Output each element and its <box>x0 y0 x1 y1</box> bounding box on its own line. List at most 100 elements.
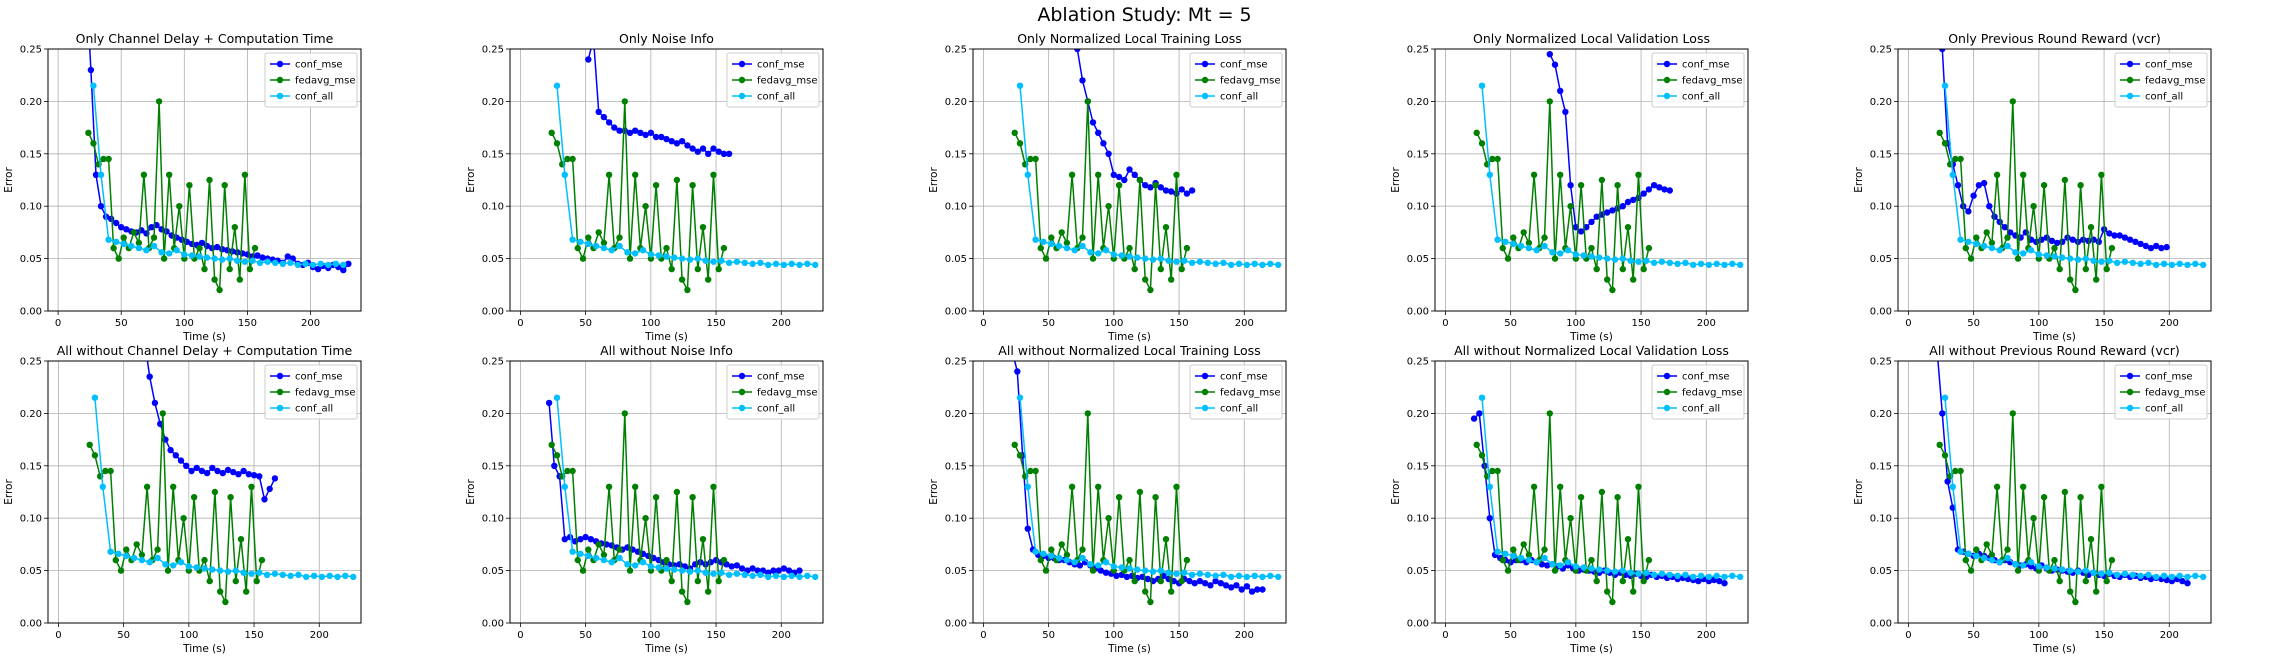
chart-7-series-fedavg_mse-point <box>689 494 696 501</box>
chart-5-x-axis-label: Time (s) <box>2032 331 2076 343</box>
chart-2-y-tick-label: 0.25 <box>482 45 504 56</box>
chart-6-series-conf_all-point <box>91 394 99 401</box>
chart-2-series-fedavg_mse-point <box>694 265 701 273</box>
chart-1-series-conf_mse-point <box>113 219 120 227</box>
chart-3-series-fedavg_mse-point <box>1173 171 1180 178</box>
chart-5-series-fedavg_mse-point <box>1988 239 1996 247</box>
chart-5-series-conf_mse-point <box>2121 234 2129 241</box>
chart-3-series-fedavg_mse-point <box>1126 244 1133 252</box>
chart-8-series-conf_all-point <box>1118 564 1125 571</box>
chart-3-series-conf_all-point <box>1126 253 1133 260</box>
chart-4-series-fedavg_mse-point <box>1624 224 1632 231</box>
chart-5-series-conf_mse-point <box>2147 244 2155 252</box>
chart-9-series-conf_all-point <box>1494 548 1501 555</box>
chart-10-y-tick-label: 0.20 <box>1870 409 1892 420</box>
chart-3-series-conf_mse-point <box>1168 188 1175 195</box>
chart-2-series-conf_all-point <box>577 238 584 245</box>
chart-10-series-fedavg_mse-point <box>1973 546 1980 553</box>
chart-6-x-axis-label: Time (s) <box>182 643 226 655</box>
chart-3-series-fedavg_mse-point <box>1168 276 1175 283</box>
chart-8-series-fedavg_mse-point <box>1063 551 1071 559</box>
chart-9-series-fedavg_mse-point <box>1489 467 1496 475</box>
chart-2-series-fedavg_mse-point <box>621 98 628 105</box>
chart-9-legend-box <box>1651 364 1745 420</box>
chart-7-series-conf_mse-point <box>728 563 735 570</box>
chart-5-legend-label: fedavg_mse <box>2145 76 2206 87</box>
chart-7-series-conf_mse-point <box>796 567 803 574</box>
chart-2-series-fedavg_mse-point <box>720 244 728 252</box>
chart-7-series-conf_all-point <box>577 550 584 557</box>
chart-5-series-fedavg_mse-point <box>2004 234 2011 241</box>
chart-2-series-conf_all-point <box>624 249 631 256</box>
chart-6-series-conf_all-point <box>185 563 192 570</box>
chart-9-series-conf_all-point <box>1635 570 1642 577</box>
chart-8-series-conf_all-point <box>1149 568 1157 575</box>
chart-8-series-fedavg_mse-point <box>1115 494 1123 501</box>
chart-3-series-conf_all-point <box>1212 260 1219 267</box>
chart-9-series-fedavg_mse-point <box>1546 410 1554 417</box>
chart-3-series-conf_all-point <box>1063 244 1071 252</box>
chart-9-series-conf_all-point <box>1549 561 1556 568</box>
chart-2-series-conf_all-point <box>725 259 733 266</box>
chart-7-series-conf_all-line <box>556 397 816 578</box>
chart-7-series-conf_all-point <box>600 556 608 564</box>
chart-6-series-conf_all-line <box>94 397 354 578</box>
chart-6-series-conf_all-point <box>334 573 341 581</box>
chart-2-series-fedavg_mse-point <box>705 276 712 283</box>
chart-9-series-fedavg_mse-point <box>1494 467 1501 475</box>
chart-8-series-conf_all-point <box>1235 572 1243 579</box>
chart-2-series-conf_mse-point <box>632 127 639 134</box>
chart-7-y-tick-label: 0.00 <box>482 619 504 630</box>
chart-5-series-fedavg_mse-line <box>1939 101 2113 293</box>
chart-6-y-tick-label: 0.10 <box>20 514 42 525</box>
chart-4-legend-swatch-marker <box>1663 60 1671 68</box>
chart-4-series-fedavg_mse-point <box>1577 182 1585 189</box>
chart-8-series-conf_all-point <box>1134 566 1141 573</box>
chart-6-series-fedavg_mse-point <box>164 567 172 574</box>
chart-4-series-conf_all-point <box>1705 261 1713 269</box>
chart-9-x-tick-label: 0 <box>1442 630 1448 641</box>
chart-3-series-fedavg_mse-point <box>1157 265 1165 273</box>
chart-1-series-fedavg_mse-point <box>186 182 193 189</box>
chart-9-series-fedavg_mse-point <box>1504 567 1512 574</box>
chart-5-series-fedavg_mse-point <box>2067 276 2074 283</box>
chart-2-y-tick-label: 0.20 <box>482 97 504 108</box>
chart-4-series-fedavg_mse-point <box>1557 171 1564 178</box>
chart-3-series-fedavg_mse-point <box>1016 140 1024 147</box>
chart-9-series-conf_all-point <box>1478 394 1486 401</box>
chart-6-y-axis-label: Error <box>3 479 15 505</box>
chart-4-series-fedavg_mse-point <box>1525 239 1533 247</box>
chart-9-series-fedavg_mse-point <box>1593 577 1600 585</box>
chart-7-legend-label: conf_mse <box>757 372 805 383</box>
chart-2-series-conf_all-point <box>749 260 756 267</box>
chart-7-series-fedavg_mse-point <box>663 556 670 564</box>
chart-1-series-conf_mse-point <box>118 224 125 231</box>
chart-1-series-fedavg_mse-point <box>135 239 143 247</box>
chart-3-series-conf_all-point <box>1204 259 1212 266</box>
chart-4-series-conf_all-point <box>1737 261 1744 269</box>
chart-5-series-conf_all-point <box>2121 258 2129 265</box>
chart-8-series-conf_mse-point <box>1238 586 1245 593</box>
chart-4-y-tick-label: 0.05 <box>1407 254 1429 265</box>
chart-2-series-fedavg_mse-point <box>632 171 639 178</box>
chart-1-series-fedavg_mse-point <box>115 255 122 262</box>
chart-1-series-fedavg_mse-point <box>201 265 208 273</box>
chart-6-x-tick-label: 100 <box>179 630 198 641</box>
chart-3-legend-label: fedavg_mse <box>1220 76 1281 87</box>
chart-8-series-fedavg_mse-point <box>1037 556 1045 564</box>
chart-8-legend-swatch-marker <box>1201 404 1209 412</box>
chart-2-y-tick-label: 0.05 <box>482 254 504 265</box>
chart-8-series-conf_all-point <box>1095 562 1102 569</box>
chart-2-series-conf_all-point <box>796 261 803 269</box>
chart-8-series-conf_mse-point <box>1254 586 1261 593</box>
chart-1-series-conf_all-point <box>113 238 120 245</box>
chart-6-series-conf_all-point <box>256 569 263 576</box>
chart-3-series-fedavg_mse-point <box>1032 155 1039 163</box>
chart-6-series-conf_all-point <box>232 567 239 574</box>
chart-4-series-conf_mse-point <box>1609 207 1616 214</box>
chart-5-series-fedavg_mse-point <box>2108 244 2116 252</box>
chart-2-title: Only Noise Info <box>619 31 714 46</box>
chart-4-series-conf_all-point <box>1611 256 1619 263</box>
chart-6-series-conf_all-point <box>342 572 349 579</box>
chart-10-series-conf_all-point <box>2106 569 2113 576</box>
